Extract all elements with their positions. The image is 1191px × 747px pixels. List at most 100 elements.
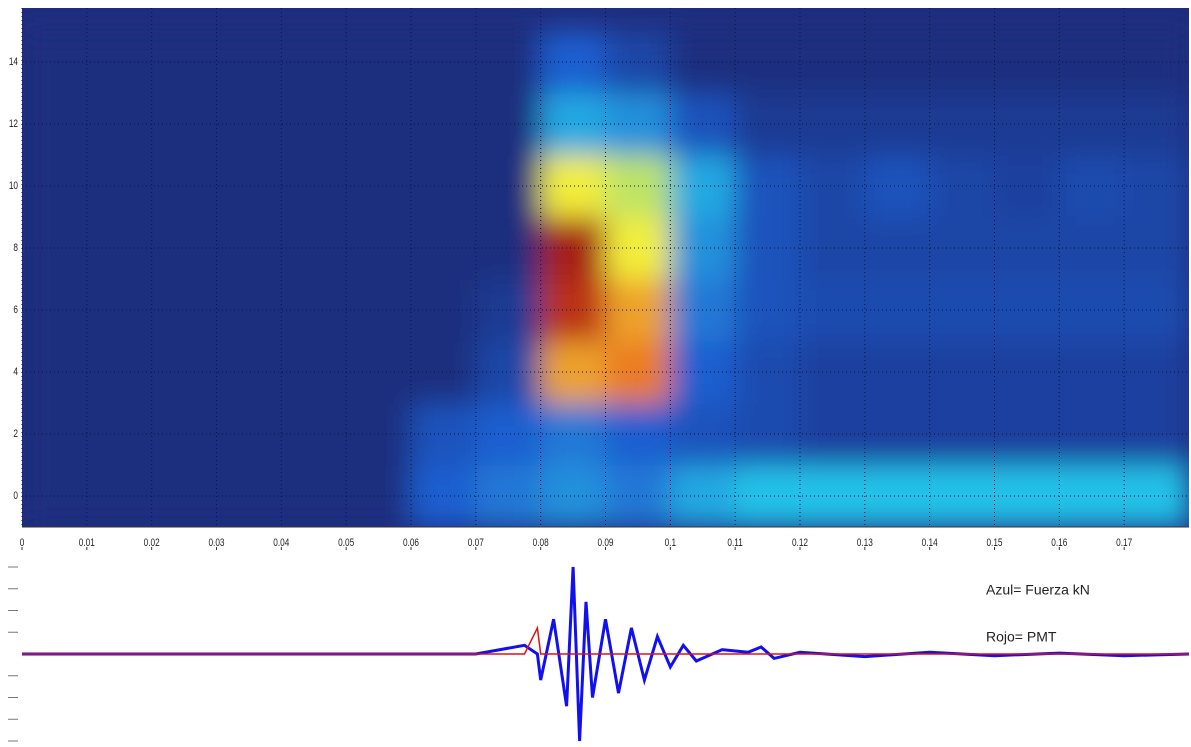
x-tick-label: 0.07 — [468, 537, 484, 549]
heatmap-cell — [864, 464, 931, 527]
heatmap-cell — [475, 464, 542, 527]
x-tick-label: 0.14 — [922, 537, 939, 549]
heatmap-cell — [475, 154, 542, 218]
heatmap-cells — [22, 30, 1189, 527]
y-tick-label: 12 — [9, 118, 18, 130]
x-tick-label: 0.13 — [857, 537, 873, 549]
heatmap-cell — [864, 154, 931, 218]
heatmap-cell — [86, 30, 153, 94]
x-tick-label: 0 — [20, 537, 25, 549]
heatmap-cell — [864, 216, 931, 280]
x-tick-label: 0.02 — [144, 537, 160, 549]
heatmap-cell — [994, 402, 1060, 466]
heatmap-cell — [994, 216, 1060, 280]
x-tick-label: 0.05 — [338, 537, 354, 549]
heatmap-axes: 0 0.01 0.02 0.03 0.04 0.05 0.06 0.07 0.08 0.09 0.1… — [9, 8, 1189, 550]
x-tick-label: 0.08 — [533, 537, 549, 549]
x-tick-label: 0.03 — [208, 537, 224, 549]
legend-label: Rojo= PMT — [986, 629, 1057, 645]
heatmap-cell — [800, 402, 866, 466]
heatmap-cell — [800, 216, 866, 280]
heatmap-cell — [151, 154, 217, 218]
heatmap-cell — [864, 402, 931, 466]
x-tick-label: 0.17 — [1116, 537, 1132, 549]
y-tick-label: 0 — [13, 490, 18, 502]
x-tick-label: 0.15 — [986, 537, 1002, 549]
heatmap-cell — [540, 92, 606, 156]
heatmap-cell — [1124, 154, 1189, 218]
heatmap-cell — [151, 278, 217, 342]
x-tick-label: 0.1 — [665, 537, 676, 549]
y-tick-label: 10 — [9, 180, 19, 192]
heatmap-cell — [1124, 464, 1189, 527]
heatmap-cell — [540, 154, 606, 218]
heatmap-cell — [411, 30, 477, 94]
heatmap-cell — [1124, 216, 1189, 280]
heatmap-cell — [540, 278, 606, 342]
y-tick-label: 4 — [13, 366, 18, 378]
heatmap-cell — [800, 92, 866, 156]
heatmap-cell — [540, 464, 606, 527]
heatmap-cell — [151, 402, 217, 466]
heatmap-cell — [475, 278, 542, 342]
heatmap-cell — [994, 30, 1060, 94]
heatmap-cell — [540, 216, 606, 280]
heatmap-cell — [864, 340, 931, 404]
series-line — [22, 566, 1190, 742]
heatmap-cell — [411, 402, 477, 466]
series-line — [22, 625, 1189, 655]
heatmap-cell — [800, 278, 866, 342]
heatmap-cell — [411, 92, 477, 156]
heatmap-cell — [475, 216, 542, 280]
heatmap-cell — [994, 278, 1060, 342]
heatmap-cell — [800, 154, 866, 218]
heatmap-cell — [475, 340, 542, 404]
heatmap-cell — [1124, 278, 1189, 342]
heatmap-cell — [151, 216, 217, 280]
heatmap-cell — [86, 278, 153, 342]
waveform: Azul= Fuerza kN Rojo= PMT — [8, 566, 1190, 742]
y-tick-label: 6 — [13, 304, 18, 316]
x-tick-label: 0.12 — [792, 537, 808, 549]
x-tick-label: 0.01 — [79, 537, 95, 549]
heatmap-cell — [864, 92, 931, 156]
heatmap — [22, 8, 1189, 527]
heatmap-cell — [86, 464, 153, 527]
heatmap-cell — [475, 402, 542, 466]
heatmap-cell — [86, 402, 153, 466]
heatmap-cell — [994, 340, 1060, 404]
x-tick-label: 0.11 — [727, 537, 742, 549]
heatmap-cell — [864, 278, 931, 342]
heatmap-cell — [1124, 92, 1189, 156]
heatmap-cell — [151, 464, 217, 527]
heatmap-cell — [800, 464, 866, 527]
heatmap-cell — [86, 154, 153, 218]
x-tick-label: 0.06 — [403, 537, 419, 549]
heatmap-cell — [540, 30, 606, 94]
heatmap-cell — [151, 30, 217, 94]
heatmap-cell — [800, 340, 866, 404]
x-tick-label: 0.04 — [273, 537, 290, 549]
heatmap-cell — [1124, 340, 1189, 404]
legend-label: Azul= Fuerza kN — [986, 582, 1090, 598]
heatmap-cell — [800, 30, 866, 94]
y-tick-label: 14 — [9, 56, 19, 68]
heatmap-cell — [411, 154, 477, 218]
heatmap-cell — [475, 92, 542, 156]
heatmap-cell — [864, 30, 931, 94]
heatmap-cell — [411, 278, 477, 342]
heatmap-cell — [994, 154, 1060, 218]
heatmap-cell — [475, 30, 542, 94]
heatmap-cell — [994, 464, 1060, 527]
heatmap-cell — [151, 92, 217, 156]
y-tick-label: 2 — [13, 428, 18, 440]
x-tick-label: 0.16 — [1051, 537, 1067, 549]
heatmap-cell — [411, 464, 477, 527]
heatmap-cell — [86, 340, 153, 404]
heatmap-cell — [411, 216, 477, 280]
heatmap-cell — [540, 340, 606, 404]
heatmap-cell — [1124, 30, 1189, 94]
y-tick-label: 8 — [13, 242, 18, 254]
heatmap-cell — [540, 402, 606, 466]
